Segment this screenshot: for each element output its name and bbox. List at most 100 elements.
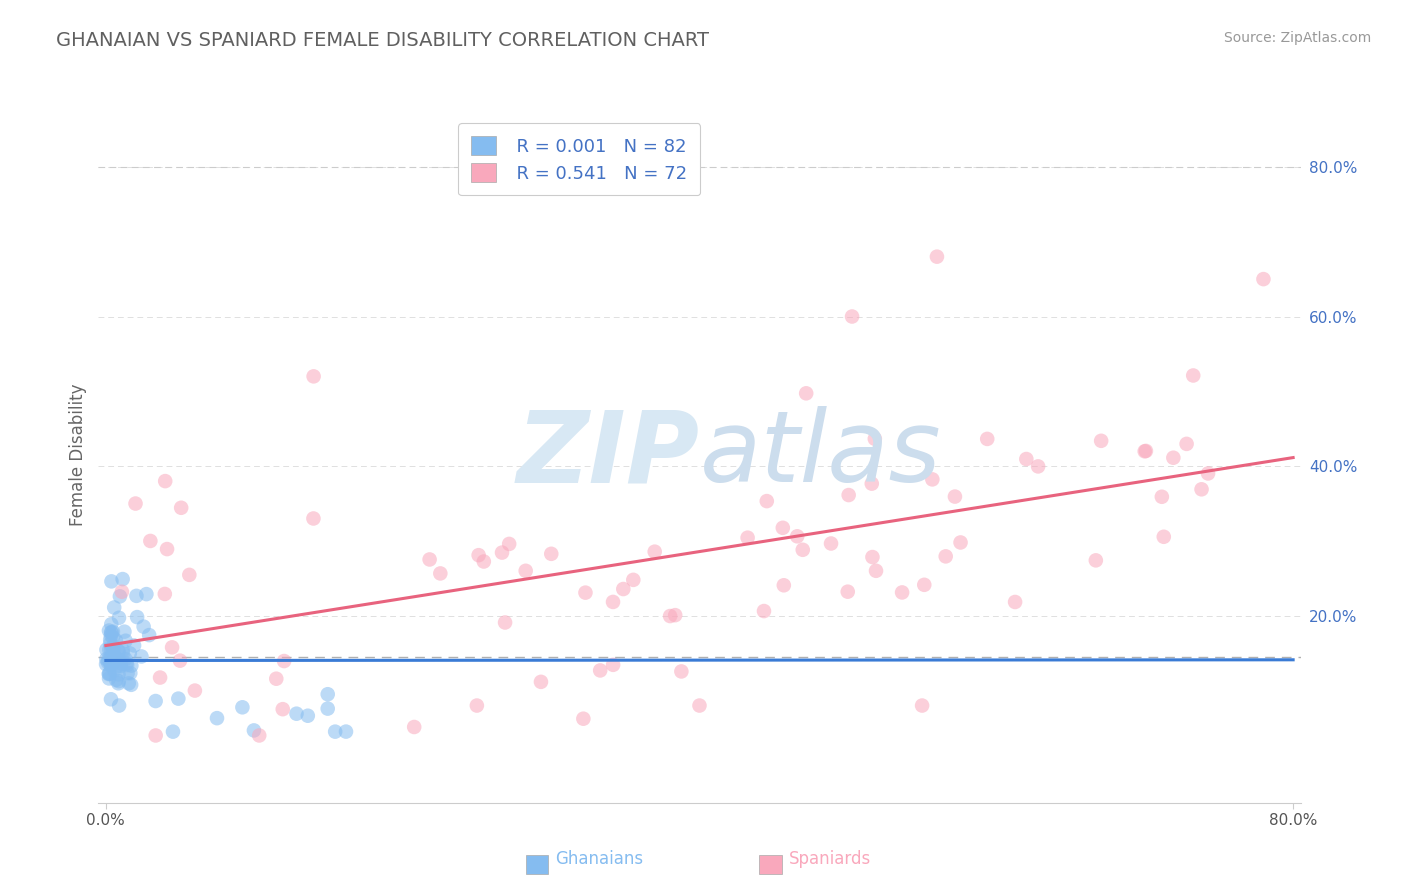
- Point: [101, 624, 124, 639]
- Point: [755, 494, 778, 508]
- Point: [100, 657, 122, 671]
- Point: [935, 549, 957, 564]
- Point: [865, 564, 887, 578]
- Point: [153, 587, 176, 601]
- Point: [111, 643, 134, 657]
- Point: [465, 698, 488, 713]
- Point: [118, 676, 141, 690]
- Point: [118, 646, 141, 660]
- Point: [101, 645, 124, 659]
- Point: [132, 619, 155, 633]
- Point: [925, 250, 948, 264]
- Text: Source: ZipAtlas.com: Source: ZipAtlas.com: [1223, 31, 1371, 45]
- Point: [155, 474, 177, 488]
- Point: [111, 584, 134, 599]
- Point: [316, 687, 339, 701]
- Point: [1133, 444, 1156, 458]
- Point: [104, 652, 127, 666]
- Point: [112, 624, 135, 639]
- Point: [108, 674, 131, 689]
- Point: [243, 723, 266, 738]
- Point: [131, 649, 153, 664]
- Point: [264, 672, 287, 686]
- Point: [107, 667, 129, 681]
- Point: [530, 674, 553, 689]
- Point: [1197, 467, 1219, 481]
- Point: [100, 643, 122, 657]
- Point: [162, 724, 184, 739]
- Point: [117, 666, 139, 681]
- Point: [103, 649, 125, 664]
- Point: [104, 633, 127, 648]
- Point: [1163, 450, 1185, 465]
- Point: [96, 652, 118, 666]
- Point: [404, 720, 426, 734]
- Point: [302, 369, 325, 384]
- Point: [98, 632, 121, 647]
- Point: [184, 683, 207, 698]
- Point: [120, 658, 142, 673]
- Point: [1191, 483, 1213, 497]
- Point: [467, 548, 489, 562]
- Point: [602, 595, 624, 609]
- Point: [1090, 434, 1112, 448]
- Y-axis label: Female Disability: Female Disability: [69, 384, 87, 526]
- Point: [107, 658, 129, 673]
- Point: [671, 665, 693, 679]
- Point: [156, 542, 179, 557]
- Point: [115, 658, 138, 673]
- Point: [1004, 595, 1026, 609]
- Point: [100, 625, 122, 640]
- Point: [302, 511, 325, 525]
- Point: [179, 567, 201, 582]
- Point: [98, 642, 121, 657]
- Point: [111, 572, 134, 586]
- Text: atlas: atlas: [700, 407, 941, 503]
- Point: [100, 574, 122, 589]
- Point: [170, 500, 193, 515]
- Point: [100, 692, 122, 706]
- Point: [752, 604, 775, 618]
- Point: [949, 535, 972, 549]
- Point: [472, 554, 495, 568]
- Point: [912, 578, 935, 592]
- Point: [335, 724, 357, 739]
- Point: [100, 617, 122, 632]
- Point: [572, 712, 595, 726]
- Point: [1084, 553, 1107, 567]
- Point: [138, 628, 160, 642]
- Text: Ghanaians: Ghanaians: [555, 850, 644, 868]
- Point: [98, 652, 121, 666]
- Point: [323, 724, 346, 739]
- Point: [114, 633, 136, 648]
- Point: [794, 386, 817, 401]
- Point: [838, 488, 860, 502]
- Point: [139, 533, 162, 548]
- Point: [644, 544, 666, 558]
- Point: [103, 663, 125, 677]
- Point: [860, 476, 883, 491]
- Point: [689, 698, 711, 713]
- Point: [976, 432, 998, 446]
- Point: [659, 609, 682, 624]
- Point: [862, 550, 884, 565]
- Point: [837, 584, 859, 599]
- Point: [94, 657, 117, 672]
- Point: [145, 729, 167, 743]
- Point: [1135, 444, 1157, 458]
- Point: [96, 642, 118, 657]
- Point: [115, 657, 138, 671]
- Point: [273, 654, 295, 668]
- Point: [1015, 452, 1038, 467]
- Point: [297, 708, 319, 723]
- Point: [664, 608, 686, 623]
- Point: [1175, 437, 1198, 451]
- Point: [169, 654, 191, 668]
- Point: [100, 658, 122, 673]
- Point: [1153, 530, 1175, 544]
- Legend:   R = 0.001   N = 82,   R = 0.541   N = 72: R = 0.001 N = 82, R = 0.541 N = 72: [458, 123, 700, 195]
- Point: [100, 657, 122, 672]
- Point: [124, 497, 146, 511]
- Point: [125, 589, 148, 603]
- Point: [786, 529, 808, 543]
